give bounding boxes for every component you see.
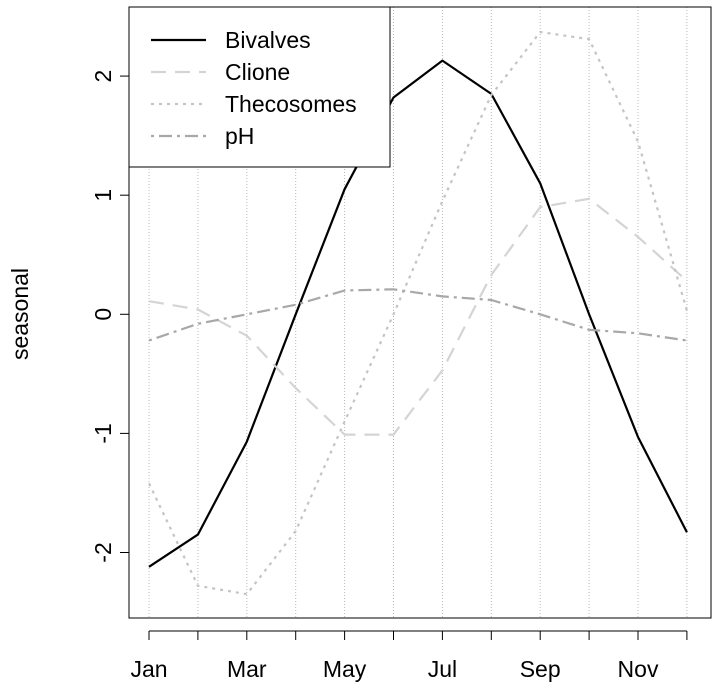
- x-tick-label: May: [323, 656, 367, 682]
- y-axis-title: seasonal: [7, 268, 33, 360]
- series-line-ph: [148, 288, 688, 342]
- y-tick-label: 1: [90, 189, 116, 202]
- plot-frame: [128, 6, 712, 619]
- y-tick-label: 0: [90, 308, 116, 321]
- legend-label-clione: Clione: [225, 59, 290, 85]
- series-line-thecosomes: [148, 30, 688, 596]
- y-axis: -2 -1 0 1 2: [90, 70, 129, 563]
- y-tick-label: -1: [90, 423, 116, 443]
- legend: Bivalves Clione Thecosomes pH: [128, 6, 391, 168]
- x-tick-label: Sep: [520, 656, 561, 682]
- legend-label-thecosomes: Thecosomes: [225, 91, 357, 117]
- legend-box: [128, 6, 391, 168]
- x-tick-label: Nov: [618, 656, 659, 682]
- x-tick-label: Jan: [130, 656, 167, 682]
- series-lines: [148, 30, 688, 596]
- series-line-bivalves: [148, 59, 688, 568]
- y-tick-label: -2: [90, 542, 116, 562]
- y-tick-label: 2: [90, 70, 116, 83]
- legend-label-bivalves: Bivalves: [225, 27, 311, 53]
- x-tick-label: Mar: [227, 656, 267, 682]
- series-line-clione: [148, 197, 688, 436]
- x-axis: Jan Mar May Jul Sep Nov: [130, 630, 688, 682]
- x-tick-label: Jul: [428, 656, 457, 682]
- legend-label-ph: pH: [225, 123, 254, 149]
